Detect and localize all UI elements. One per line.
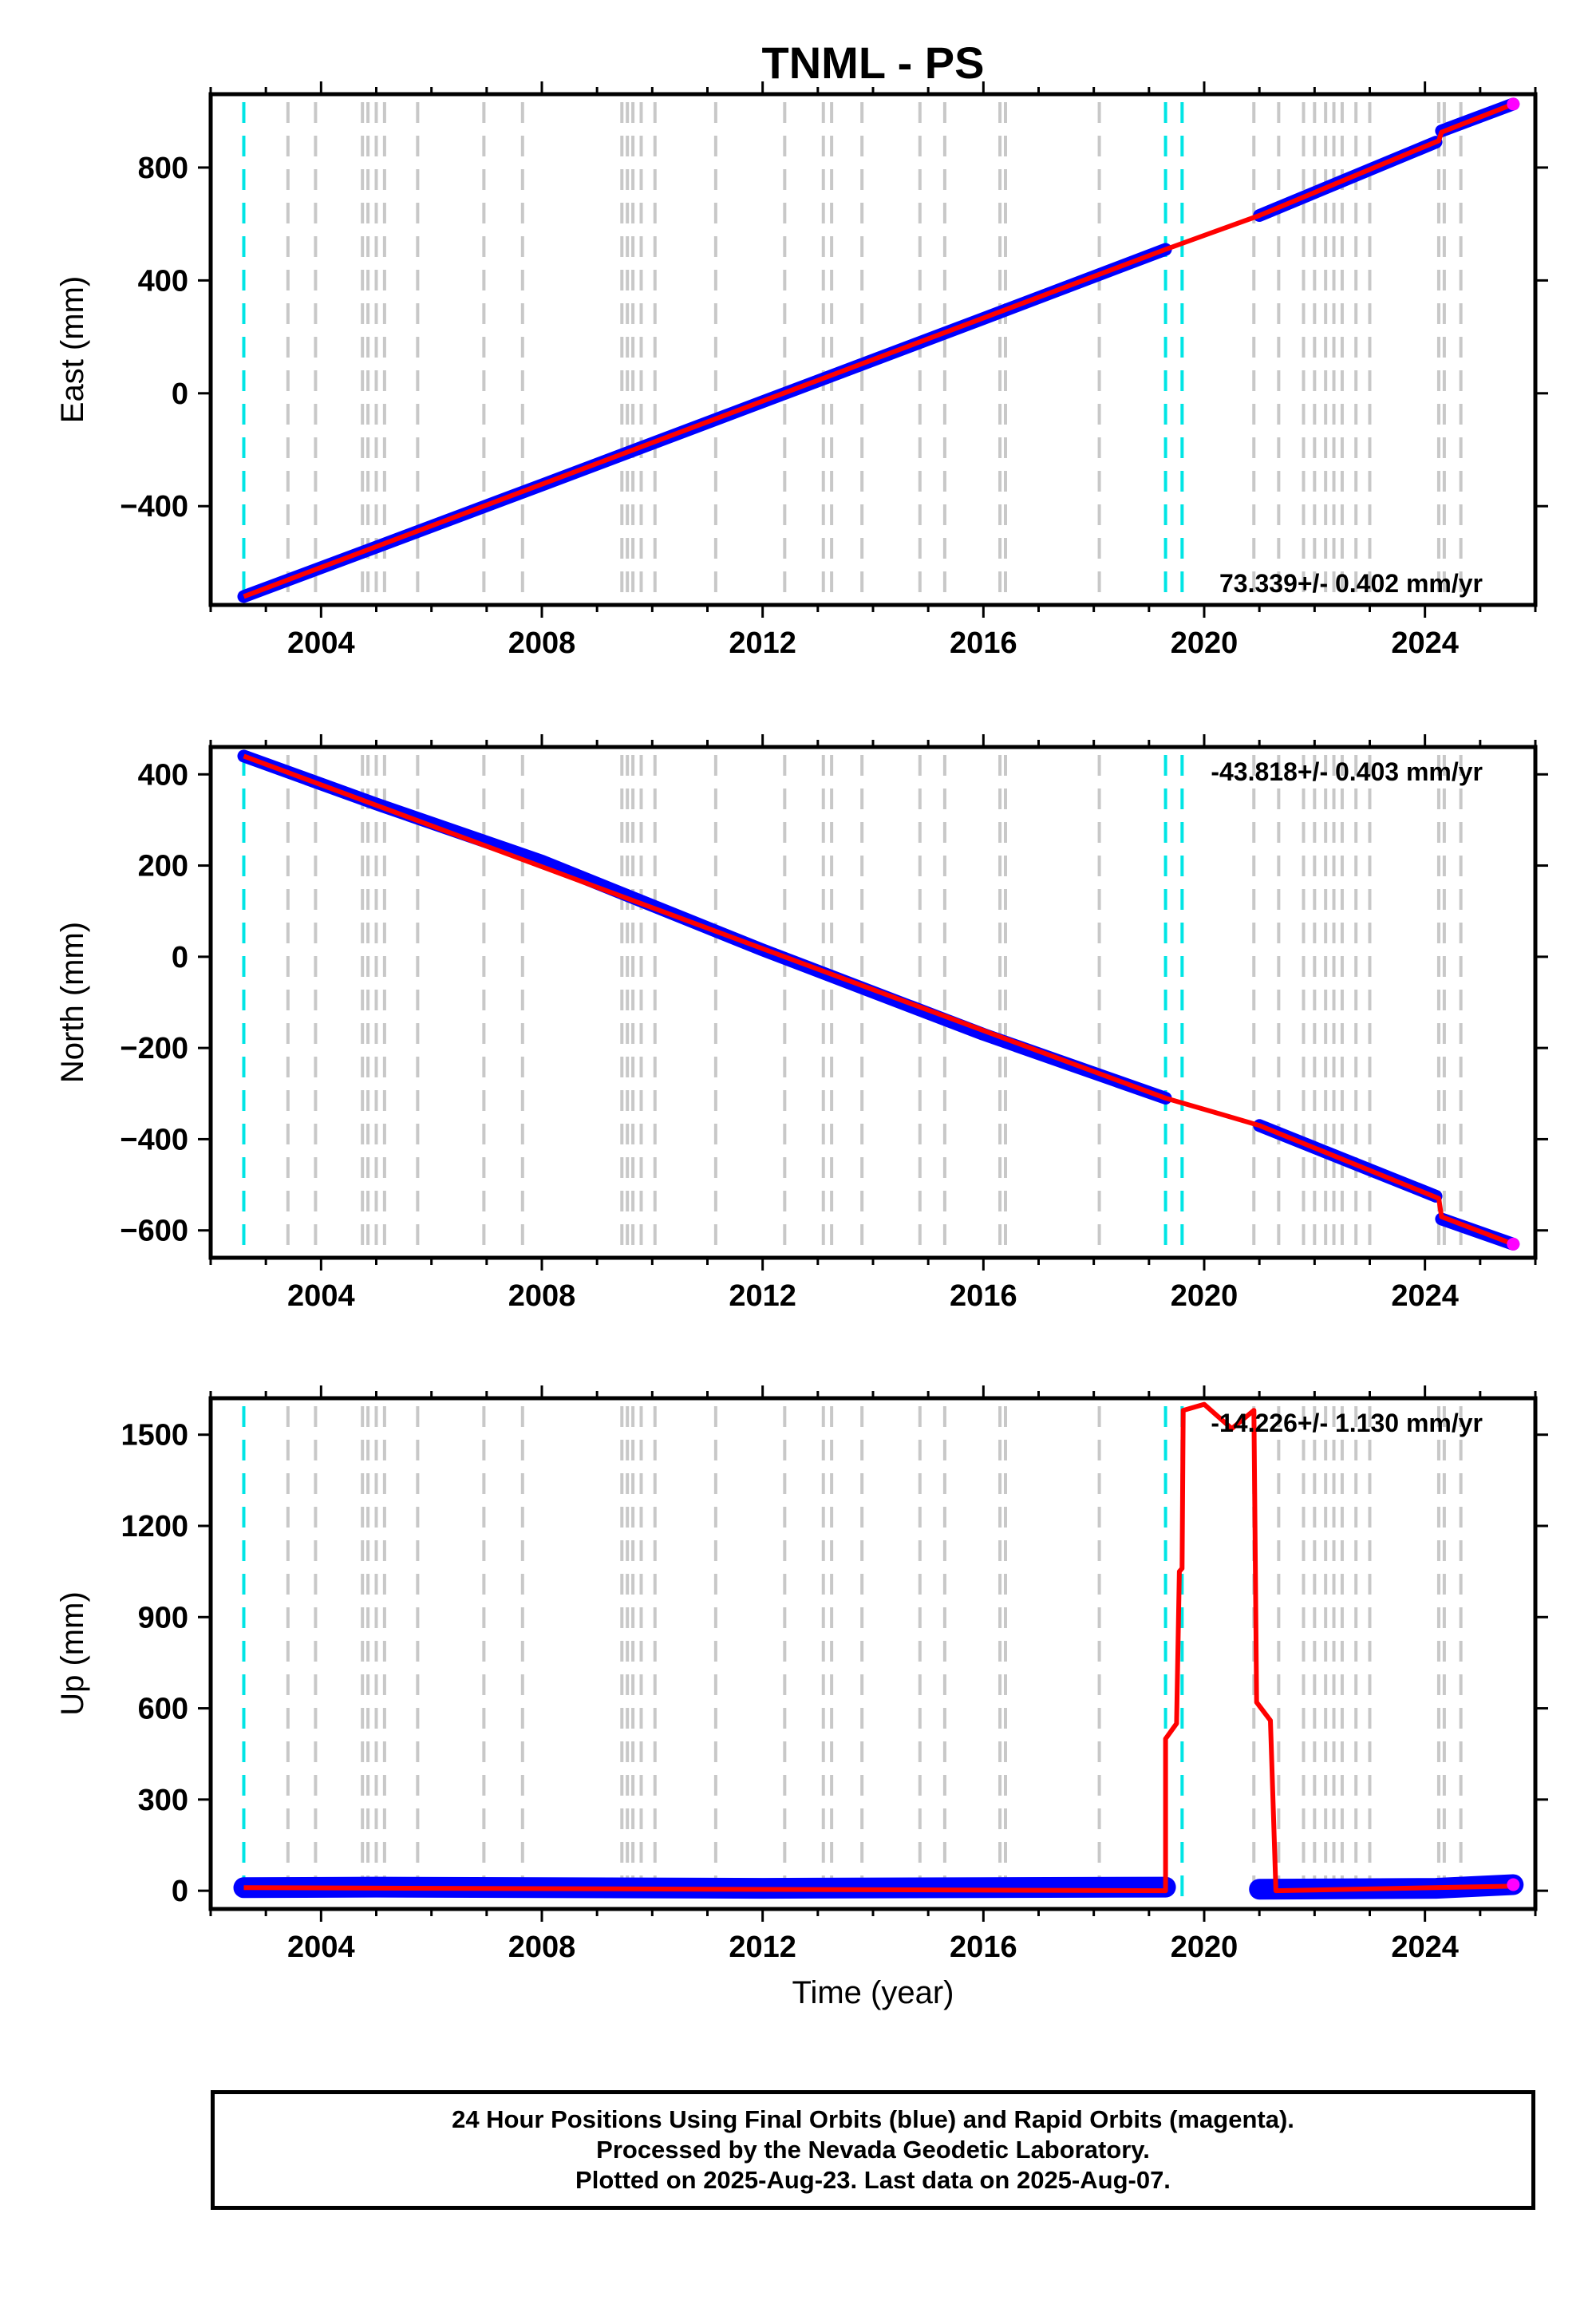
y-tick-label-east: 800	[138, 152, 188, 185]
series-model-fit-east	[243, 101, 1515, 599]
x-tick-label-up: 2024	[1391, 1931, 1459, 1964]
y-tick-label-north: 400	[138, 758, 188, 792]
x-tick-label-north: 2012	[729, 1279, 796, 1313]
y-tick-label-north: 200	[138, 850, 188, 883]
rate-label-up: -14.226+/- 1.130 mm/yr	[1211, 1409, 1483, 1437]
rate-label-north: -43.818+/- 0.403 mm/yr	[1211, 757, 1483, 786]
x-tick-label-north: 2004	[287, 1279, 355, 1313]
rapid-orbit-point-up	[1507, 1878, 1520, 1891]
panel-east: 2004 2008 2012 2016 2020 2024 −400 0 400 800 East …	[55, 81, 1548, 660]
y-tick-label-east: 0	[172, 377, 188, 411]
rapid-orbit-point-north	[1507, 1237, 1520, 1251]
plot-area-east	[237, 97, 1520, 605]
x-tick-label-east: 2008	[508, 626, 576, 660]
y-tick-label-up: 900	[138, 1601, 188, 1634]
y-tick-label-up: 1200	[120, 1510, 188, 1543]
x-tick-label-east: 2012	[729, 626, 796, 660]
x-tick-label-north: 2020	[1171, 1279, 1238, 1313]
y-tick-label-north: −200	[120, 1032, 188, 1065]
x-tick-label-north: 2008	[508, 1279, 576, 1313]
x-tick-label-east: 2016	[950, 626, 1017, 660]
y-tick-label-north: −600	[120, 1215, 188, 1248]
y-tick-label-east: 400	[138, 264, 188, 298]
x-tick-label-up: 2020	[1171, 1931, 1238, 1964]
y-axis-label-north: North (mm)	[55, 922, 90, 1083]
chart-title: TNML - PS	[762, 38, 985, 88]
x-tick-label-east: 2004	[287, 626, 355, 660]
y-tick-label-up: 0	[172, 1875, 188, 1908]
x-tick-label-east: 2024	[1391, 626, 1459, 660]
y-tick-label-east: −400	[120, 490, 188, 524]
x-tick-label-up: 2012	[729, 1931, 796, 1964]
x-axis-label-up: Time (year)	[792, 1975, 954, 2010]
footer-line-1: 24 Hour Positions Using Final Orbits (bl…	[452, 2105, 1294, 2133]
plot-frame-north	[208, 745, 1538, 1260]
x-tick-label-north: 2016	[950, 1279, 1017, 1313]
series-model-fit-north	[243, 753, 1515, 1247]
y-tick-label-up: 300	[138, 1784, 188, 1817]
y-tick-label-north: −400	[120, 1123, 188, 1156]
x-tick-label-up: 2016	[950, 1931, 1017, 1964]
rapid-orbit-point-east	[1507, 97, 1520, 111]
y-tick-label-up: 1500	[120, 1419, 188, 1452]
plot-area-up	[233, 1401, 1524, 1909]
plot-area-north	[237, 749, 1520, 1258]
panel-up: 2004 2008 2012 2016 2020 2024 0 300 600 900 1200 15…	[55, 1385, 1548, 2010]
footer-line-3: Plotted on 2025-Aug-23. Last data on 202…	[575, 2166, 1171, 2194]
x-tick-label-north: 2024	[1391, 1279, 1459, 1313]
footer-line-2: Processed by the Nevada Geodetic Laborat…	[596, 2136, 1150, 2164]
rate-label-east: 73.339+/- 0.402 mm/yr	[1219, 569, 1483, 598]
x-tick-label-up: 2004	[287, 1931, 355, 1964]
plot-frame-up	[208, 1396, 1538, 1911]
panels-group: 2004 2008 2012 2016 2020 2024 −400 0 400 800 East …	[55, 81, 1548, 2010]
footer-box: 24 Hour Positions Using Final Orbits (bl…	[211, 2090, 1535, 2210]
y-axis-label-east: East (mm)	[55, 276, 90, 423]
y-axis-label-up: Up (mm)	[55, 1591, 90, 1716]
panel-north: 2004 2008 2012 2016 2020 2024 −600 −400 −200 0 200…	[55, 734, 1548, 1313]
y-tick-label-north: 0	[172, 941, 188, 974]
series-model-fit-up	[243, 1401, 1514, 1894]
x-tick-label-up: 2008	[508, 1931, 576, 1964]
y-tick-label-up: 600	[138, 1693, 188, 1726]
x-tick-label-east: 2020	[1171, 626, 1238, 660]
